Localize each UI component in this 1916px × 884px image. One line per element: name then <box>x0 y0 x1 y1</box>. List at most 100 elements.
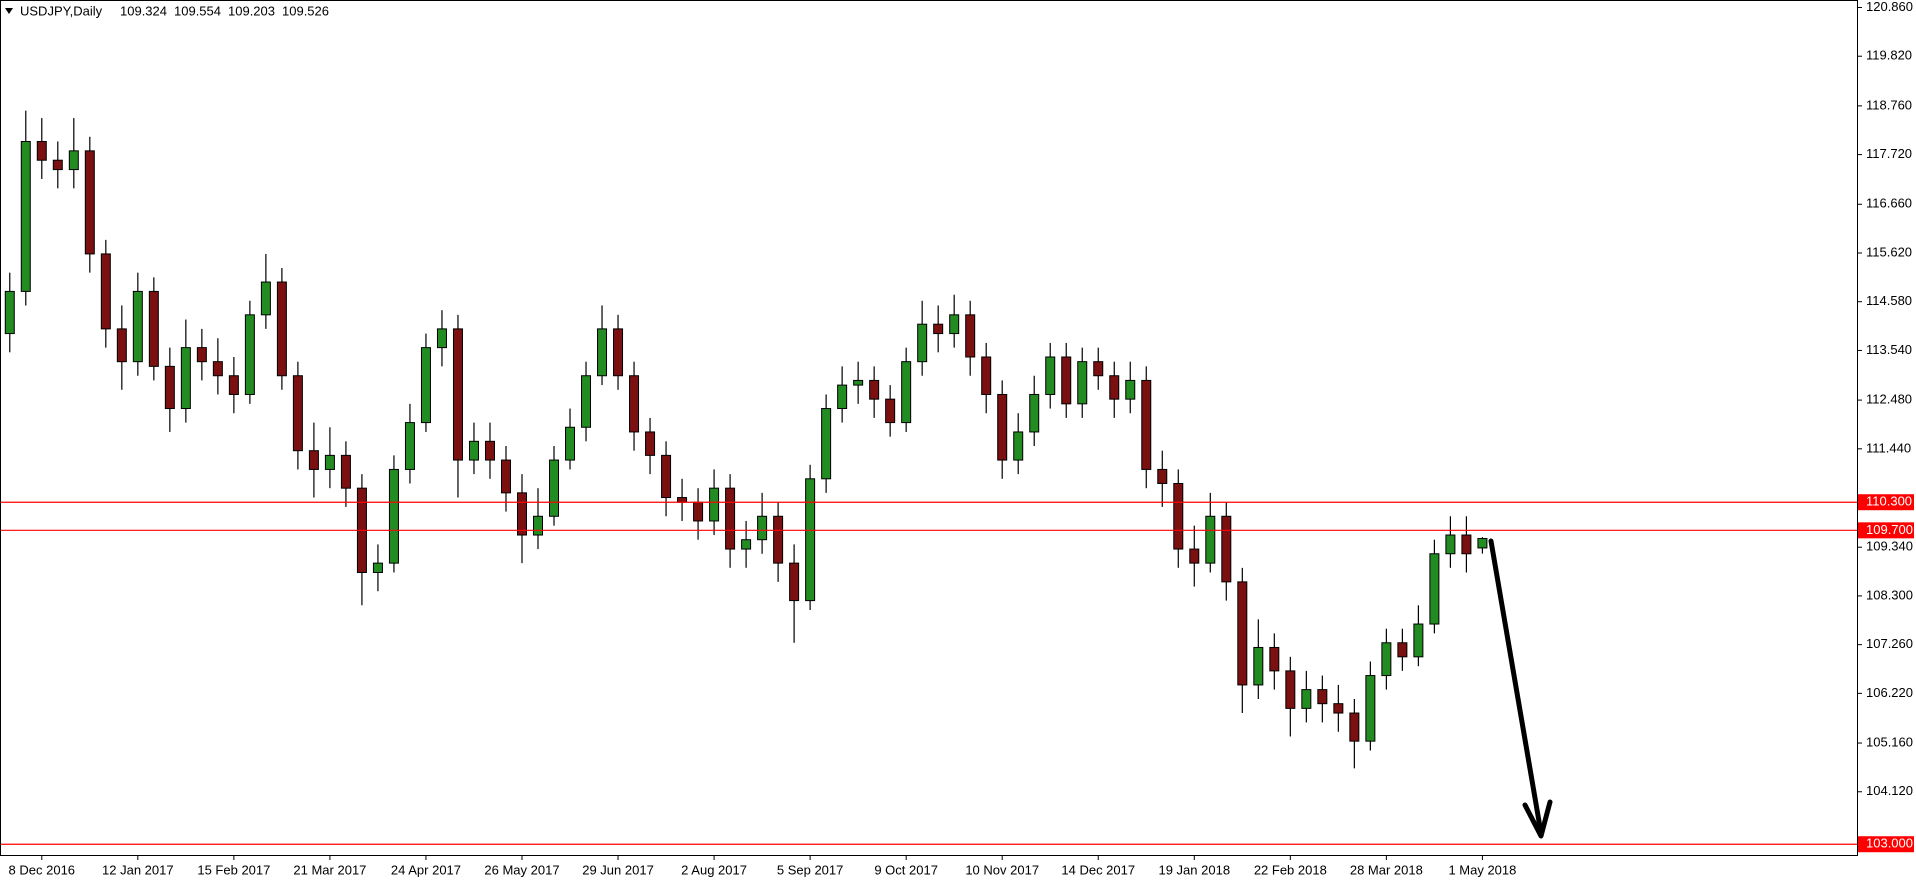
candle-body <box>1013 431 1024 461</box>
symbol-label: USDJPY,Daily <box>20 3 103 18</box>
candle-body <box>1365 675 1376 742</box>
candle-body <box>613 328 624 377</box>
x-tick-label: 22 Feb 2018 <box>1254 862 1327 877</box>
candle-body <box>1461 534 1472 555</box>
candle-body <box>645 431 656 456</box>
candle-body <box>1173 482 1184 550</box>
y-tick-label: 107.260 <box>1866 636 1913 651</box>
candle-body <box>1429 553 1440 625</box>
y-tick-label: 118.760 <box>1866 97 1912 112</box>
x-tick-label: 1 May 2018 <box>1448 862 1516 877</box>
x-tick-label: 29 Jun 2017 <box>582 862 654 877</box>
candle-body <box>1253 646 1264 686</box>
candle-body <box>420 347 431 424</box>
candle-body <box>741 539 752 550</box>
y-tick-label: 109.340 <box>1866 539 1913 554</box>
candle-body <box>1269 646 1280 672</box>
y-tick-label: 114.580 <box>1866 293 1912 308</box>
candle-body <box>757 515 768 541</box>
candle-body <box>52 159 63 171</box>
candle-body <box>533 515 544 536</box>
candle-body <box>68 150 79 171</box>
candles <box>4 110 1488 769</box>
candle-body <box>693 501 704 522</box>
candle-body <box>116 328 127 363</box>
candle-body <box>1189 548 1200 564</box>
x-tick-label: 24 Apr 2017 <box>391 862 461 877</box>
x-tick-label: 26 May 2017 <box>484 862 559 877</box>
x-tick-label: 2 Aug 2017 <box>681 862 747 877</box>
candle-body <box>84 150 95 255</box>
level-label-box <box>1858 836 1914 853</box>
candle-body <box>4 290 15 335</box>
candle-body <box>196 347 207 363</box>
y-tick-label: 117.720 <box>1866 146 1912 161</box>
candle-body <box>1381 642 1392 677</box>
candle-body <box>1285 670 1296 709</box>
x-tick-label: 12 Jan 2017 <box>102 862 174 877</box>
candle-body <box>1333 703 1344 714</box>
candle-body <box>885 398 896 424</box>
candle-body <box>1125 379 1136 400</box>
candle-body <box>549 459 560 517</box>
y-tick-label: 104.120 <box>1866 783 1913 798</box>
levels: 110.300 109.700 103.000 <box>0 494 1914 853</box>
candle-body <box>132 290 143 363</box>
candle-body <box>292 375 303 452</box>
level-label: 110.300 <box>1866 494 1912 509</box>
candle-body <box>1445 534 1456 555</box>
candle-body <box>901 361 912 424</box>
candle-body <box>773 515 784 564</box>
candle-body <box>1109 375 1120 400</box>
candle-body <box>388 468 399 564</box>
level-label: 109.700 <box>1866 522 1913 537</box>
candle-body <box>1301 689 1312 709</box>
candle-body <box>917 323 928 363</box>
header-open: 109.324 <box>120 3 167 18</box>
x-tick-label: 14 Dec 2017 <box>1061 862 1135 877</box>
candle-body <box>1221 515 1232 583</box>
candle-body <box>949 314 960 335</box>
header-triangle <box>5 8 13 14</box>
candle-body <box>1045 356 1056 395</box>
x-tick-label: 28 Mar 2018 <box>1350 862 1423 877</box>
candle-body <box>308 450 319 470</box>
x-tick-label: 10 Nov 2017 <box>965 862 1039 877</box>
candle-body <box>565 426 576 461</box>
candle-body <box>1237 581 1248 686</box>
header-low: 109.203 <box>228 3 275 18</box>
plot-frame <box>0 0 1858 856</box>
candle-body <box>100 253 111 330</box>
candle-body <box>965 314 976 358</box>
y-tick-label: 112.480 <box>1866 392 1912 407</box>
candle-body <box>404 422 415 470</box>
candle-body <box>981 356 992 395</box>
candle-body <box>677 497 688 503</box>
candle-body <box>228 375 239 395</box>
candle-body <box>1061 356 1072 405</box>
candle-body <box>212 361 223 377</box>
candle-body <box>629 375 640 433</box>
x-tick-label: 5 Sep 2017 <box>777 862 844 877</box>
candle-body <box>484 440 495 461</box>
candle-body <box>1157 468 1168 484</box>
y-tick-label: 111.440 <box>1866 440 1911 455</box>
candle-body <box>997 393 1008 461</box>
arrow-head <box>1522 799 1553 839</box>
y-tick-label: 108.300 <box>1866 587 1913 602</box>
candle-body <box>372 562 383 573</box>
candle-body <box>869 379 880 400</box>
candle-body <box>1413 623 1424 658</box>
candle-body <box>837 384 848 410</box>
level-label: 103.000 <box>1866 836 1913 851</box>
candle-body <box>1029 393 1040 433</box>
y-tick-label: 106.220 <box>1866 685 1913 700</box>
y-tick-label: 116.660 <box>1866 196 1912 211</box>
candle-body <box>853 379 864 386</box>
candle-body <box>148 290 159 367</box>
header-close: 109.526 <box>282 3 329 18</box>
candle-body <box>452 328 463 461</box>
x-tick-label: 19 Jan 2018 <box>1158 862 1230 877</box>
candle-body <box>36 140 47 161</box>
